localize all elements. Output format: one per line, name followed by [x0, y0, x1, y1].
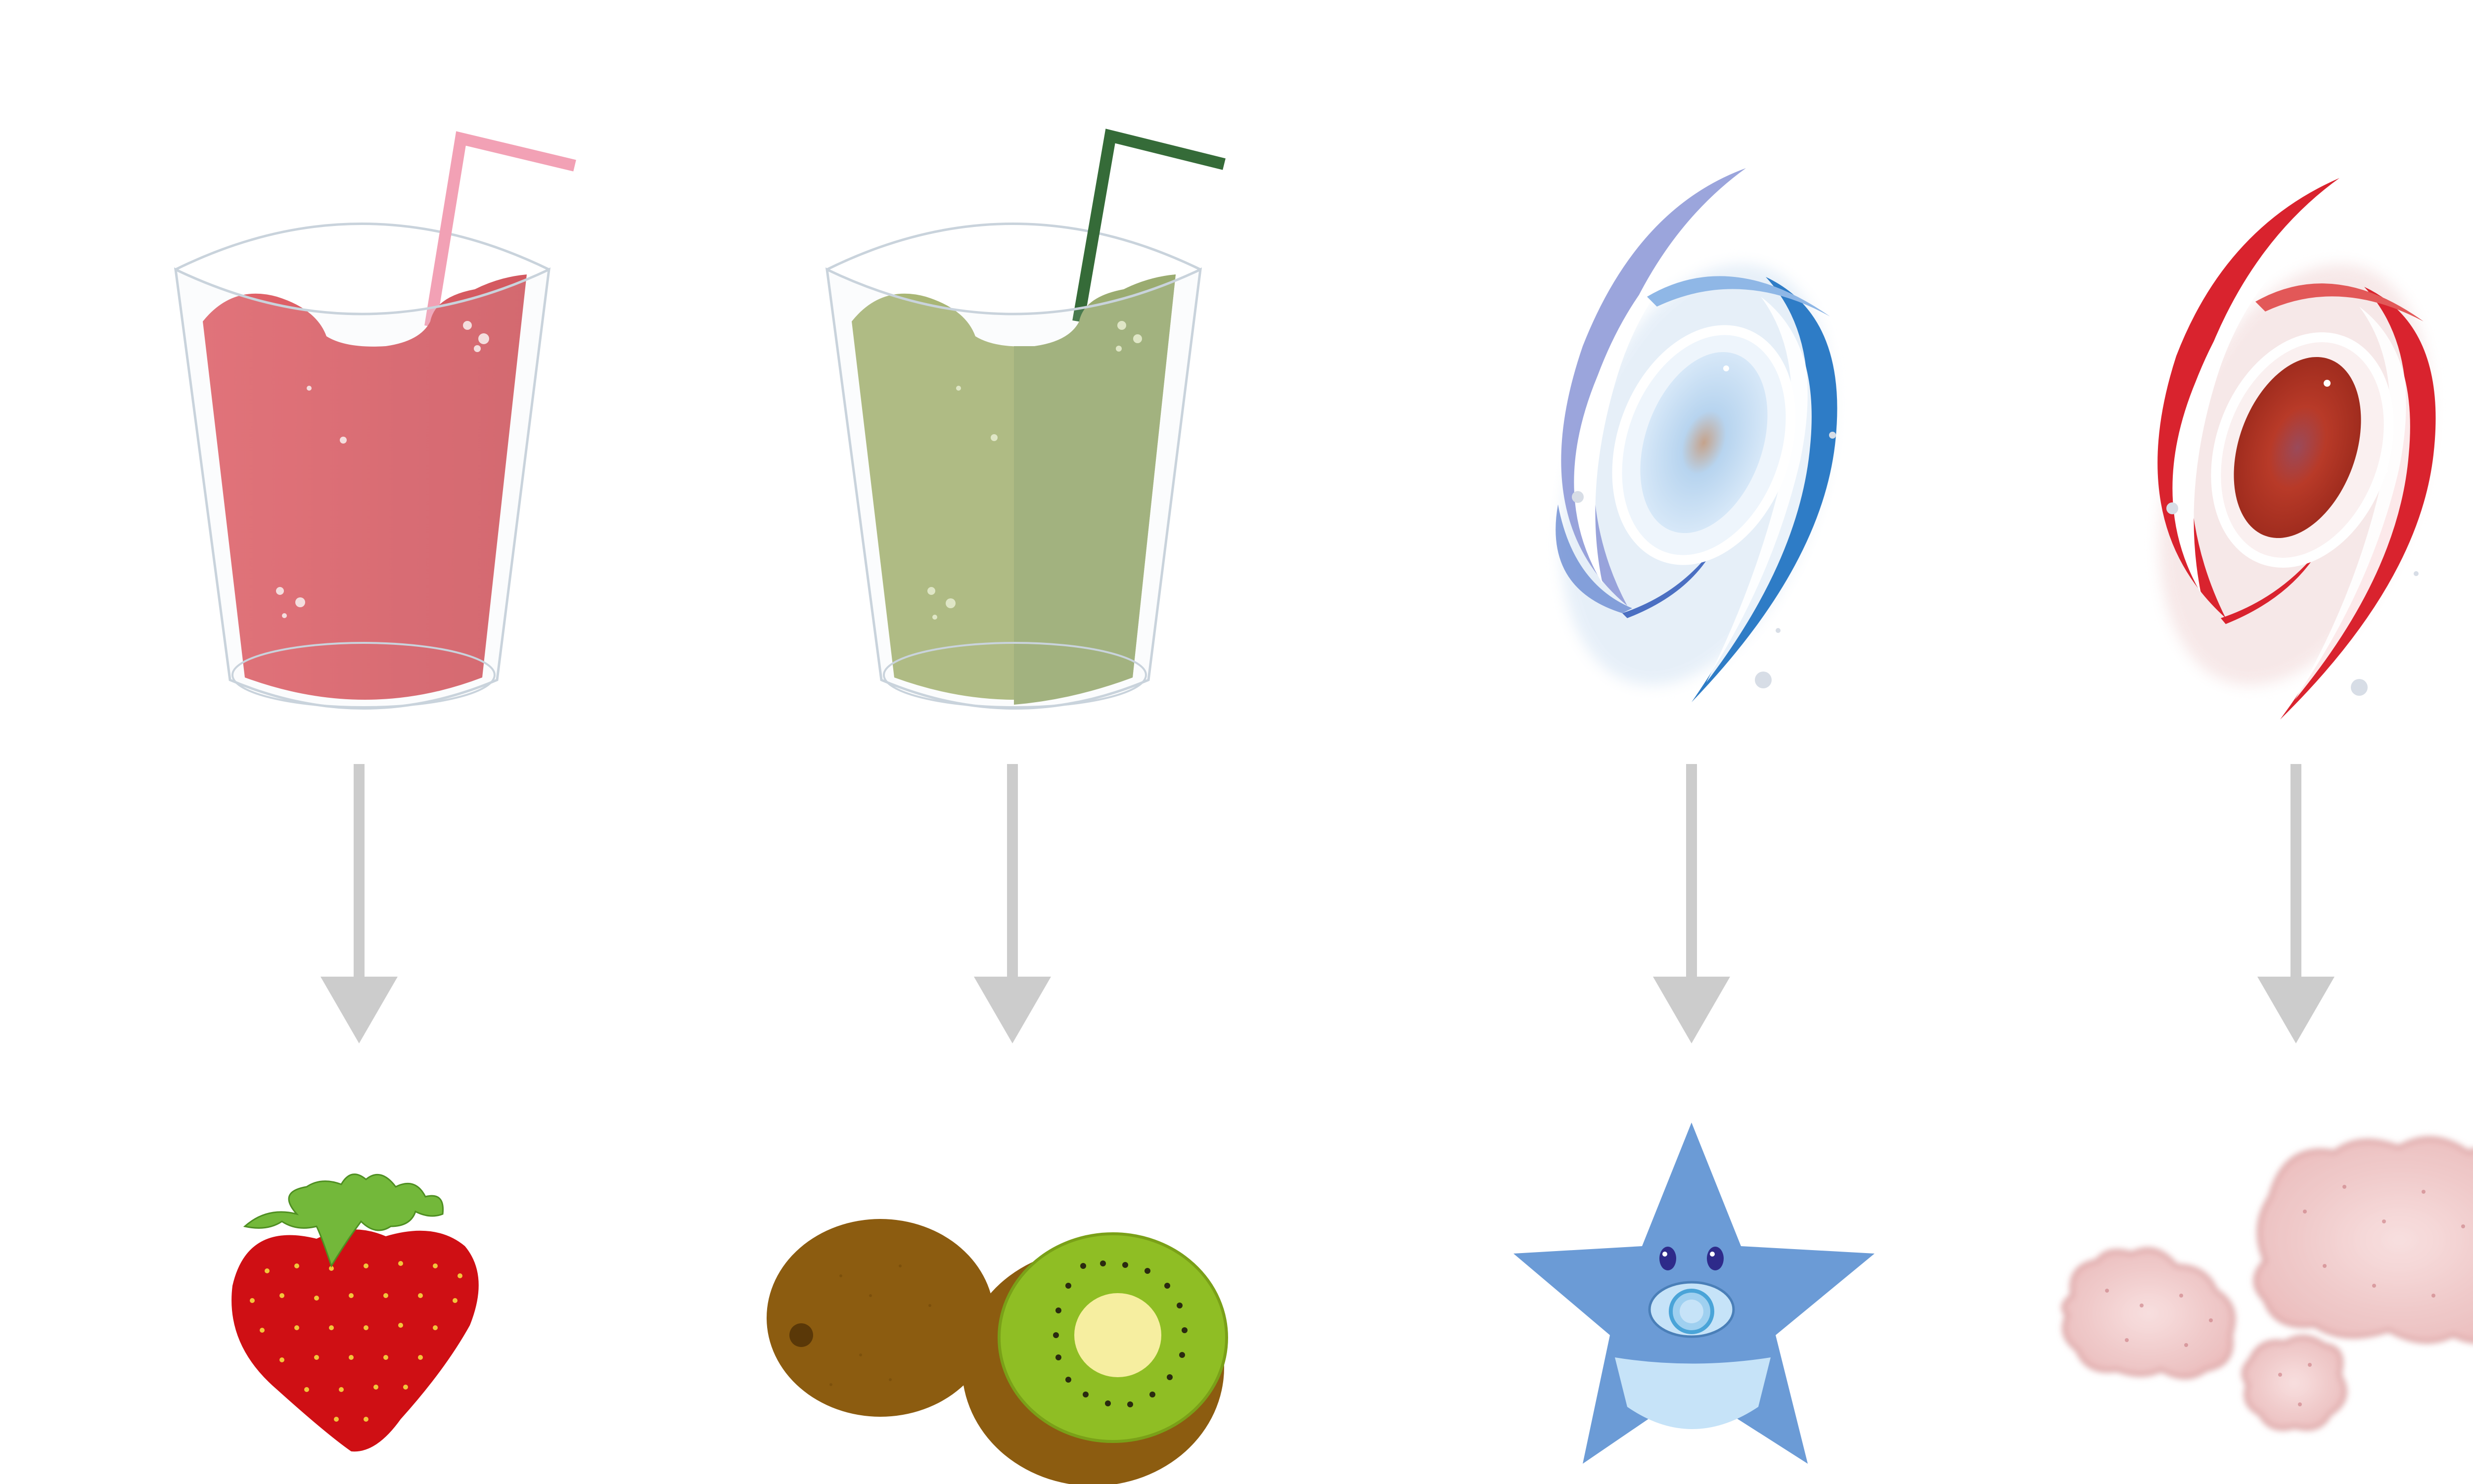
spiral-arm [2172, 218, 2330, 593]
spiral-arm [1556, 504, 1632, 613]
dust-cloud-small [2242, 1335, 2347, 1431]
spiral-arm [2221, 549, 2320, 624]
bubbles [927, 321, 1142, 620]
down-arrow-3 [1653, 764, 1730, 1043]
pink-smoothie-liquid [203, 274, 527, 700]
stars [1572, 365, 1836, 688]
kiwi-seeds [1053, 1260, 1188, 1407]
bubbles [276, 321, 489, 618]
down-arrow-4 [2257, 764, 2335, 1043]
galaxy-core [1640, 352, 1768, 534]
dust-speckles [2105, 1185, 2465, 1406]
galaxy-core [2234, 357, 2361, 539]
arrows [321, 764, 2335, 1043]
spiral-arm [1647, 276, 1830, 316]
spiral-arm [2255, 283, 2424, 321]
diaper [1615, 1357, 1771, 1429]
down-arrow-1 [321, 764, 398, 1043]
glass-back-rim [826, 223, 1201, 271]
pink-smoothie-glass [174, 131, 576, 710]
pink-dust-cloud-icon [2061, 1136, 2473, 1431]
spiral-arm [2280, 287, 2436, 720]
eye-left [1659, 1247, 1676, 1270]
eye-right [1707, 1247, 1724, 1270]
kiwi-skin-texture [829, 1264, 931, 1386]
green-straw [1072, 129, 1226, 323]
blue-spiral-galaxy [1556, 168, 1837, 702]
glass-base [231, 642, 496, 708]
stars [2166, 380, 2419, 696]
strawberry-body [231, 1229, 479, 1452]
spiral-arm [1692, 277, 1837, 702]
dust-cloud-large [2253, 1136, 2473, 1344]
glass-base [883, 642, 1147, 708]
kiwi-end-spot [789, 1323, 813, 1347]
baby-star-icon [1513, 1123, 1875, 1464]
down-arrow-2 [974, 764, 1051, 1043]
whole-kiwi [767, 1219, 994, 1417]
strawberry-leaves [243, 1173, 444, 1268]
strawberry-seeds [250, 1261, 462, 1422]
spiral-arm [1622, 544, 1716, 618]
strawberry-icon [231, 1173, 479, 1452]
glass-back-rim [175, 223, 550, 271]
kiwi-icon [767, 1219, 1228, 1484]
green-smoothie-glass [825, 129, 1226, 710]
spiral-arm [2295, 307, 2410, 700]
kiwi-core [1074, 1293, 1161, 1377]
spiral-arm [1706, 297, 1812, 682]
red-spiral-galaxy [2157, 178, 2436, 720]
dust-cloud-left [2061, 1247, 2236, 1379]
spiral-arm [1574, 208, 1736, 584]
liquid-shade [1014, 274, 1176, 705]
pink-straw [424, 131, 576, 327]
